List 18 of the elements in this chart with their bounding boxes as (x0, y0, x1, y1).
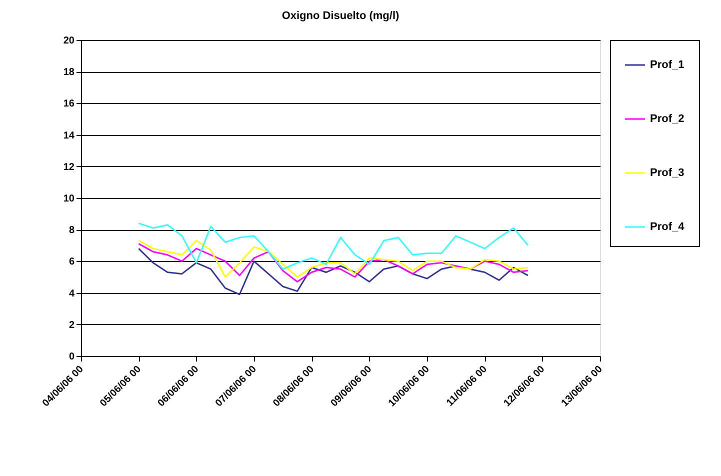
y-tick-label: 4 (68, 288, 75, 300)
y-tick-label: 0 (68, 352, 75, 362)
y-tick-label: 16 (63, 98, 75, 110)
legend-label: Prof_1 (650, 59, 684, 71)
y-tick-label: 20 (63, 36, 75, 46)
legend-label: Prof_4 (650, 221, 686, 233)
line-series (138, 248, 529, 296)
legend-label: Prof_2 (650, 113, 684, 125)
y-tick-label: 18 (63, 67, 75, 78)
y-tick-label: 12 (63, 162, 75, 173)
y-tick-label: 8 (68, 225, 75, 236)
y-tick-label: 6 (68, 256, 75, 268)
line-series (138, 222, 529, 270)
y-tick-label: 10 (63, 194, 75, 204)
y-tick-label: 14 (63, 130, 75, 142)
legend-label: Prof_3 (650, 167, 684, 179)
chart-title: Oxigno Disuelto (mg/l) (282, 10, 400, 22)
y-tick-label: 2 (68, 320, 75, 331)
